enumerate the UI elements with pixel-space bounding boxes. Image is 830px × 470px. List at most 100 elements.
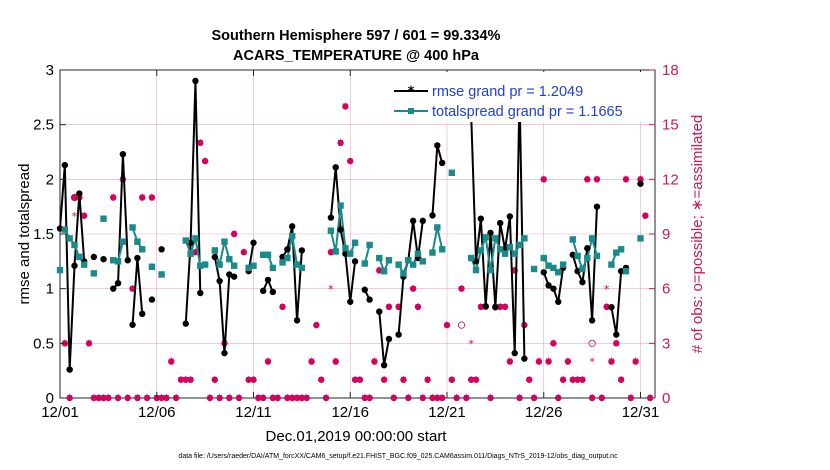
obs-assimilated-marker: * [328,246,334,259]
obs-possible-marker [134,394,141,402]
obs-assimilated-marker: * [275,392,281,405]
rmse-point [269,288,277,296]
obs-assimilated-marker: * [565,356,571,369]
obs-assimilated-marker: * [420,392,426,405]
rmse-point [419,217,427,225]
rmse-point [216,277,223,285]
rmse-point [56,225,64,232]
obs-assimilated-marker: * [101,392,107,405]
totalspread-point [516,241,523,249]
obs-possible-marker [172,394,180,402]
obs-possible-marker [380,376,388,383]
obs-assimilated-marker: * [304,392,310,405]
obs-possible-marker [506,358,514,365]
totalspread-point [342,245,349,252]
obs-possible-marker [298,394,306,402]
rmse-line [59,165,86,370]
obs-assimilated-marker: * [377,265,383,278]
obs-assimilated-marker: * [343,101,349,114]
obs-possible-marker [598,394,605,402]
rmse-point [511,349,518,357]
rmse-point [497,219,504,227]
obs-assimilated-marker: * [135,392,141,405]
obs-assimilated-marker: * [231,228,237,241]
obs-possible-marker [100,394,107,402]
obs-possible-marker [487,394,494,402]
rmse-point [250,239,257,246]
obs-assimilated-marker: * [294,392,300,405]
obs-assimilated-marker: * [459,283,465,296]
totalspread-point [385,257,393,264]
rmse-point [380,362,388,369]
obs-possible-marker [376,267,383,274]
chart-title-line-2: ACARS_TEMPERATURE @ 400 hPa [233,48,480,64]
rmse-point [487,229,494,237]
obs-possible-marker [632,358,639,365]
totalspread-point [477,247,485,254]
totalspread-point [269,264,277,272]
obs-possible-marker [414,303,422,311]
obs-assimilated-marker: * [430,392,436,405]
rmse-point [366,296,373,303]
totalspread-point [182,237,189,244]
obs-assimilated-marker: * [347,155,353,168]
obs-possible-marker [240,249,248,256]
obs-assimilated-marker: * [280,301,286,314]
obs-possible-marker [197,139,204,147]
rmse-point [226,271,233,278]
obs-assimilated-marker: * [72,210,78,223]
y-tick-label-left: 0.5 [33,335,54,352]
obs-assimilated-marker: * [604,301,610,314]
obs-possible-marker [143,394,151,402]
obs-possible-marker [550,340,557,347]
rmse-point [579,278,586,286]
obs-possible-marker [603,303,610,311]
obs-possible-marker [574,376,581,383]
rmse-point [139,310,146,318]
rmse-point [593,203,601,210]
totalspread-point [110,257,117,264]
obs-assimilated-marker: * [178,374,184,387]
obs-assimilated-marker: * [352,374,358,387]
obs-assimilated-marker: * [309,356,315,369]
totalspread-point [376,254,383,262]
y-tick-label-right: 9 [662,226,670,243]
obs-possible-marker [322,394,330,402]
rmse-point [409,217,417,225]
totalspread-point [221,238,228,245]
totalspread-point [192,235,199,242]
totalspread-point [158,271,165,278]
obs-assimilated-marker: * [154,392,160,405]
totalspread-point [66,235,73,242]
obs-possible-marker [337,139,344,147]
obs-assimilated-marker: * [81,210,87,223]
obs-assimilated-marker: * [468,338,474,351]
obs-assimilated-marker: * [91,392,97,405]
totalspread-point [80,261,88,268]
obs-possible-marker [139,194,146,201]
totalspread-point [148,263,156,270]
totalspread-point [608,261,615,268]
totalspread-point [579,265,586,273]
legend-box [388,72,653,122]
obs-possible-marker [584,176,591,183]
totalspread-point [351,239,359,246]
obs-possible-marker [264,358,272,365]
totalspread-point [187,250,194,257]
totalspread-point [90,270,98,277]
totalspread-point [139,246,146,253]
obs-assimilated-marker: * [386,301,392,314]
obs-assimilated-marker: * [570,374,576,387]
totalspread-point [555,269,562,276]
totalspread-point [472,266,480,274]
rmse-point [637,180,644,187]
rmse-point [110,285,117,292]
rmse-point [264,276,272,284]
y-axis-label-left: rmse and totalspread [16,164,33,305]
obs-possible-marker [564,358,572,365]
totalspread-point [584,254,591,262]
obs-possible-marker [588,394,596,402]
obs-possible-hollow-marker [457,321,466,329]
totalspread-point [264,251,272,258]
